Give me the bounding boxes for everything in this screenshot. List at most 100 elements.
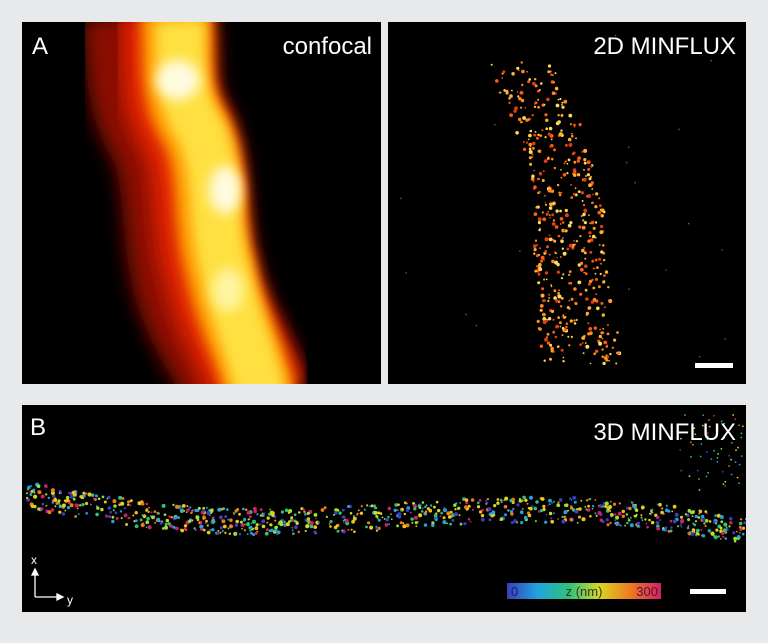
localization: [681, 526, 683, 528]
localization: [547, 317, 552, 321]
localization: [533, 133, 537, 137]
localization: [574, 187, 577, 190]
localization: [534, 130, 537, 133]
localization: [554, 335, 558, 339]
localization: [509, 498, 513, 503]
localization: [111, 515, 115, 519]
localization: [555, 121, 560, 126]
localization: [421, 507, 424, 510]
localization: [577, 190, 581, 194]
localization: [350, 528, 353, 531]
localization: [720, 420, 723, 423]
localization: [425, 504, 428, 507]
localization: [704, 524, 707, 528]
localization: [370, 504, 374, 508]
localization: [579, 292, 583, 296]
localization: [555, 324, 559, 329]
localization: [385, 517, 389, 522]
colorbar: [507, 583, 661, 599]
localization: [542, 170, 545, 173]
localization: [656, 515, 660, 520]
localization: [95, 512, 99, 517]
localization: [579, 343, 582, 346]
localization: [85, 501, 89, 506]
localization: [729, 517, 733, 521]
localization: [557, 114, 560, 117]
localization: [293, 513, 297, 516]
localization: [405, 272, 408, 274]
localization: [120, 517, 123, 520]
localization: [351, 519, 355, 524]
localization: [53, 498, 58, 502]
localization: [553, 512, 555, 515]
localization: [534, 520, 537, 523]
localization: [266, 521, 269, 524]
localization: [590, 221, 594, 225]
localization: [656, 503, 659, 506]
localization: [561, 515, 564, 519]
localization: [550, 309, 555, 313]
localization: [719, 526, 723, 530]
localization: [680, 518, 685, 524]
localization: [478, 499, 482, 502]
localization: [520, 106, 523, 109]
localization: [569, 319, 573, 323]
localization: [548, 206, 553, 210]
localization: [173, 518, 175, 521]
localization: [527, 80, 531, 83]
colorbar-max: 300: [636, 584, 658, 599]
localization: [599, 328, 601, 331]
localization: [65, 498, 70, 503]
localization: [96, 506, 100, 510]
localization: [343, 521, 345, 524]
localization: [121, 497, 125, 500]
localization: [366, 504, 369, 507]
localization: [221, 530, 224, 532]
localization: [205, 506, 208, 509]
localization: [161, 527, 165, 530]
localization: [561, 316, 564, 318]
localization: [552, 350, 555, 353]
localization: [174, 526, 179, 531]
localization: [347, 528, 350, 532]
localization: [706, 432, 709, 434]
localization: [595, 278, 598, 281]
localization: [313, 513, 318, 517]
localization: [222, 524, 227, 529]
localization: [82, 491, 86, 495]
localization: [561, 221, 565, 224]
localization: [64, 509, 67, 512]
localization: [58, 492, 61, 494]
localization: [550, 284, 552, 286]
localization: [534, 239, 538, 242]
localization: [520, 98, 525, 103]
localization: [198, 521, 201, 524]
localization: [486, 498, 489, 501]
localization: [211, 528, 215, 532]
localization: [707, 529, 711, 533]
localization: [606, 324, 610, 327]
localization: [561, 519, 566, 524]
localization: [556, 262, 560, 267]
localization: [708, 419, 710, 421]
localization: [451, 518, 455, 522]
localization: [329, 525, 332, 528]
localization: [338, 511, 342, 515]
localization: [520, 521, 524, 525]
localization: [475, 324, 478, 327]
localization: [565, 325, 568, 329]
localization: [632, 504, 636, 508]
localization: [592, 226, 596, 230]
localization: [527, 507, 530, 510]
localization: [134, 519, 138, 523]
localization: [740, 436, 743, 439]
localization: [123, 507, 126, 510]
localization: [543, 251, 547, 255]
localization: [504, 513, 507, 517]
localization: [542, 217, 547, 222]
localization: [697, 533, 700, 536]
localization: [601, 355, 604, 358]
localization: [573, 319, 576, 322]
